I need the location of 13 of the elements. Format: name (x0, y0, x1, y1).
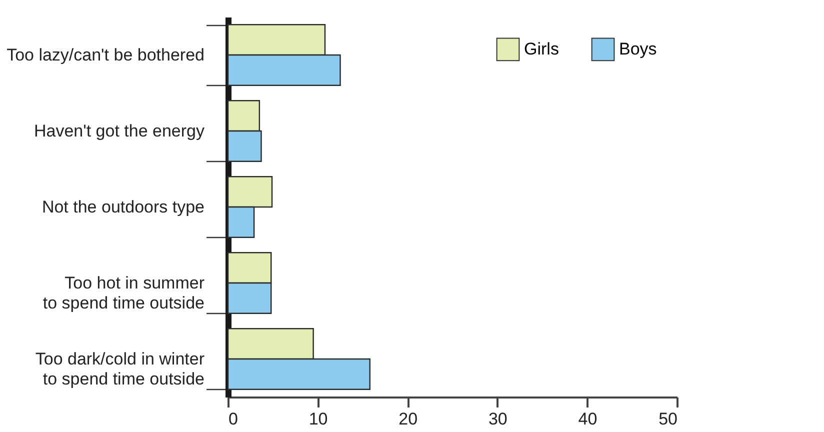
x-tick-label: 40 (578, 410, 598, 428)
legend-label: Boys (619, 39, 657, 58)
x-tick-label: 20 (398, 410, 418, 428)
x-tick-label: 0 (228, 410, 238, 428)
y-tick-label: Too dark/cold in winter to spend time outside (35, 350, 205, 388)
x-tick-label: 50 (658, 410, 678, 428)
x-tick-label: 30 (488, 410, 508, 428)
x-tick-label: 10 (308, 410, 328, 428)
y-tick-label: Too hot in summer to spend time outside (42, 274, 205, 312)
y-tick-label: Too lazy/can't be bothered (6, 46, 204, 64)
y-tick-label: Not the outdoors type (42, 198, 204, 216)
y-tick-label: Haven't got the energy (34, 122, 205, 140)
legend-label: Girls (524, 39, 559, 58)
